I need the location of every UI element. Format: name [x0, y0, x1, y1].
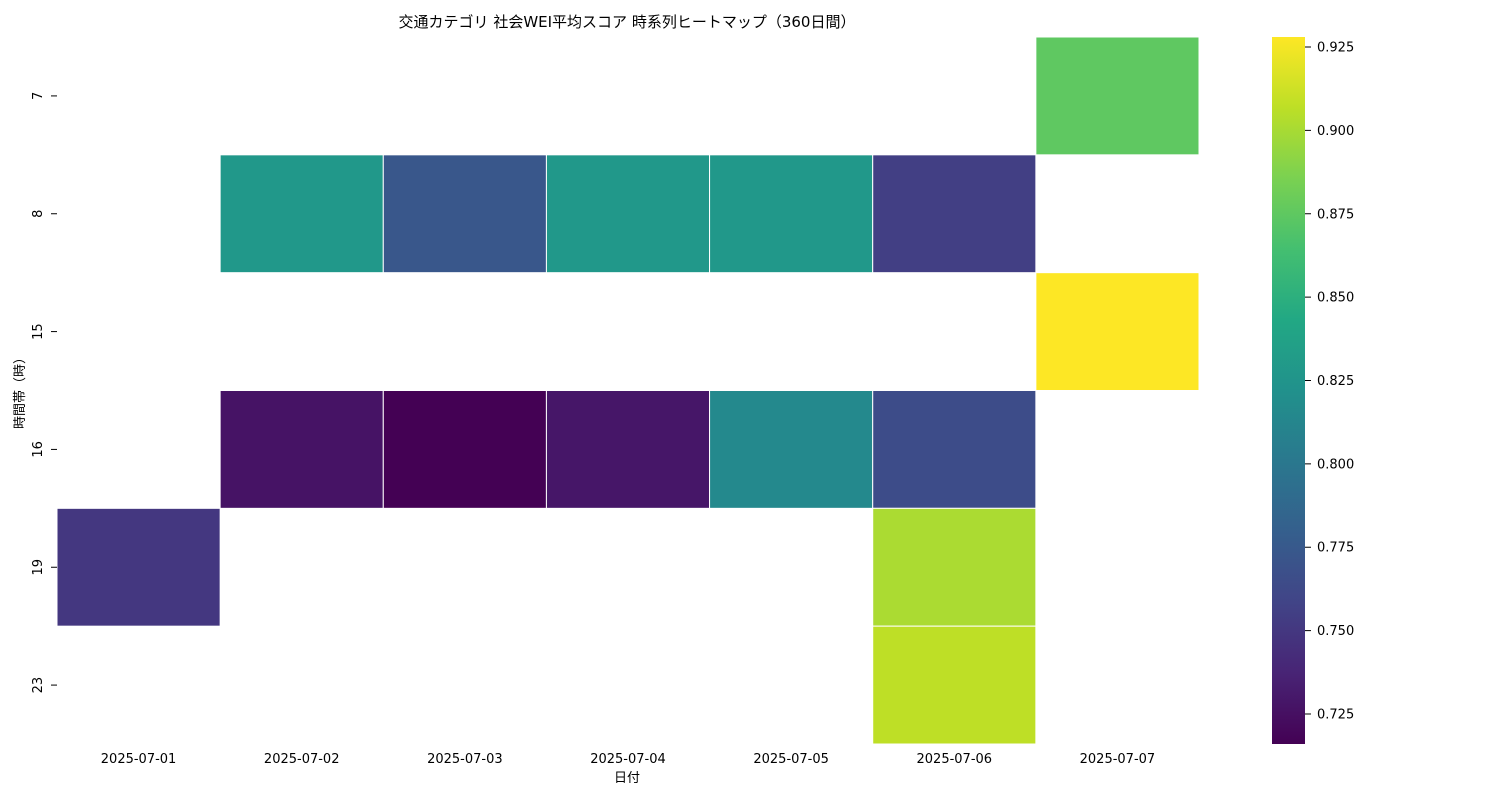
heatmap-cell [872, 390, 1037, 509]
x-tick-label: 2025-07-02 [264, 752, 340, 767]
x-tick-label: 2025-07-06 [917, 752, 993, 767]
colorbar-ticks: 0.725 0.750 0.775 0.800 0.825 0.850 0.875 0.900… [1305, 41, 1354, 722]
x-tick-label: 2025-07-05 [753, 752, 829, 767]
heatmap-cell [219, 390, 384, 509]
heatmap-cell [56, 507, 221, 627]
y-axis-ticks: 7 8 15 16 19 23 [31, 92, 57, 694]
heatmap-cells [56, 36, 1200, 745]
heatmap-cell [709, 154, 874, 274]
x-axis-ticks: 2025-07-01 2025-07-02 2025-07-03 2025-07-04… [101, 752, 1155, 767]
y-tick-label: 16 [31, 441, 46, 458]
colorbar-tick-label: 0.900 [1317, 124, 1354, 139]
y-tick-label: 15 [31, 323, 46, 340]
x-tick-label: 2025-07-04 [590, 752, 666, 767]
colorbar-tick-label: 0.725 [1317, 707, 1354, 722]
colorbar-tick-label: 0.875 [1317, 207, 1354, 222]
colorbar-tick-label: 0.825 [1317, 374, 1354, 389]
x-axis-label: 日付 [614, 771, 640, 786]
heatmap-cell [1035, 36, 1200, 156]
heatmap-cell [1035, 272, 1200, 391]
heatmap-cell [219, 154, 384, 274]
colorbar [1272, 37, 1305, 744]
chart-title: 交通カテゴリ 社会WEI平均スコア 時系列ヒートマップ（360日間） [399, 13, 856, 31]
colorbar-tick-label: 0.800 [1317, 457, 1354, 472]
x-tick-label: 2025-07-03 [427, 752, 503, 767]
colorbar-tick-label: 0.850 [1317, 291, 1354, 306]
heatmap-cell [872, 625, 1037, 745]
heatmap-cell [872, 507, 1037, 627]
heatmap-cell [382, 154, 547, 274]
colorbar-tick-label: 0.750 [1317, 624, 1354, 639]
y-tick-label: 19 [31, 559, 46, 576]
heatmap-cell [709, 390, 874, 509]
heatmap-cell [872, 154, 1037, 274]
x-tick-label: 2025-07-07 [1080, 752, 1156, 767]
y-tick-label: 7 [31, 92, 46, 100]
heatmap-cell [545, 154, 711, 274]
colorbar-tick-label: 0.775 [1317, 541, 1354, 556]
heatmap-cell [545, 390, 711, 509]
x-tick-label: 2025-07-01 [101, 752, 177, 767]
y-tick-label: 8 [31, 210, 46, 218]
y-axis-label: 時間帯（時） [13, 351, 28, 429]
colorbar-tick-label: 0.925 [1317, 41, 1354, 56]
y-tick-label: 23 [31, 677, 46, 694]
heatmap-cell [382, 390, 547, 509]
